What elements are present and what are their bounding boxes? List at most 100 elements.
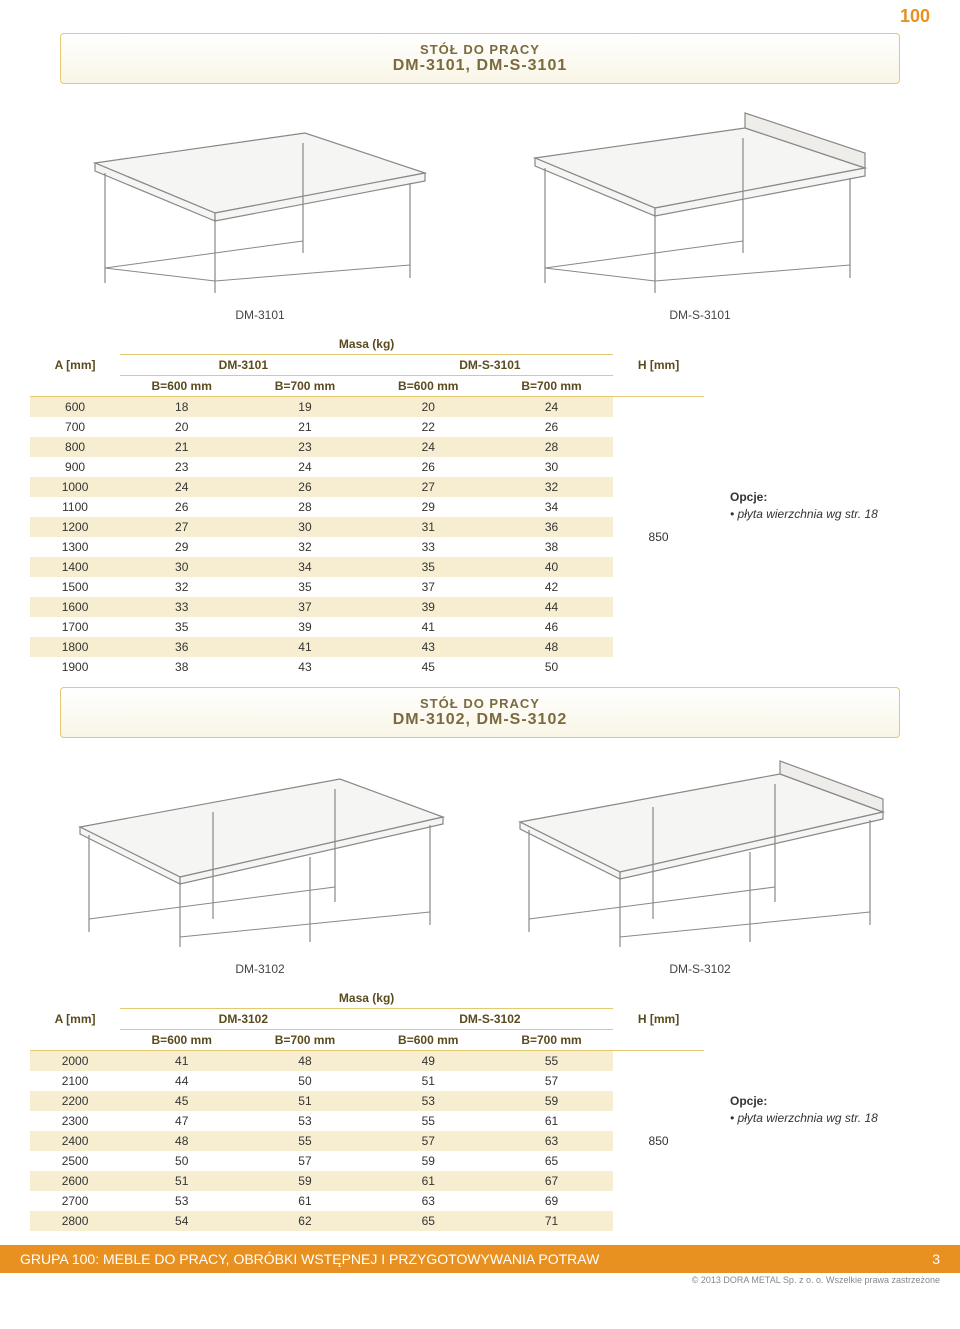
cell-value: 19	[243, 397, 366, 418]
section2-illustrations: DM-3102 DM-S-3102	[0, 742, 960, 982]
cell-value: 55	[367, 1111, 490, 1131]
cell-value: 63	[490, 1131, 613, 1151]
model-left-header: DM-3102	[120, 1009, 367, 1030]
cell-value: 32	[120, 577, 243, 597]
cell-value: 44	[490, 597, 613, 617]
illus1-right-label: DM-S-3101	[505, 308, 895, 322]
cell-a: 1700	[30, 617, 120, 637]
table-illustration-icon	[505, 93, 895, 303]
cell-value: 23	[120, 457, 243, 477]
cell-value: 24	[367, 437, 490, 457]
cell-a: 1600	[30, 597, 120, 617]
cell-value: 39	[243, 617, 366, 637]
section2-title-line1: STÓŁ DO PRACY	[61, 696, 899, 711]
cell-value: 48	[120, 1131, 243, 1151]
cell-value: 22	[367, 417, 490, 437]
cell-value: 21	[243, 417, 366, 437]
cell-value: 36	[120, 637, 243, 657]
cell-value: 57	[490, 1071, 613, 1091]
cell-value: 63	[367, 1191, 490, 1211]
cell-value: 38	[490, 537, 613, 557]
footer-page-num: 3	[932, 1251, 940, 1267]
cell-value: 41	[367, 617, 490, 637]
cell-a: 2600	[30, 1171, 120, 1191]
cell-value: 35	[120, 617, 243, 637]
cell-value: 40	[490, 557, 613, 577]
cell-value: 27	[367, 477, 490, 497]
cell-value: 34	[243, 557, 366, 577]
cell-value: 69	[490, 1191, 613, 1211]
cell-value: 18	[120, 397, 243, 418]
cell-value: 45	[367, 657, 490, 677]
cell-value: 55	[490, 1051, 613, 1072]
table-row: 120027303136	[30, 517, 704, 537]
options-title: Opcje:	[730, 1094, 920, 1108]
cell-value: 61	[367, 1171, 490, 1191]
cell-value: 59	[490, 1091, 613, 1111]
section1-illustrations: DM-3101 DM-S-3101	[0, 88, 960, 328]
table-row: 170035394146	[30, 617, 704, 637]
cell-value: 34	[490, 497, 613, 517]
cell-value: 48	[490, 637, 613, 657]
table-row: 210044505157	[30, 1071, 704, 1091]
cell-value: 47	[120, 1111, 243, 1131]
table-long-illustration-icon	[65, 747, 455, 957]
section2-title: STÓŁ DO PRACY DM-3102, DM-S-3102	[60, 687, 900, 738]
cell-value: 50	[490, 657, 613, 677]
page-number-top: 100	[0, 0, 960, 29]
cell-a: 1500	[30, 577, 120, 597]
illus2-right-wrap: DM-S-3102	[505, 747, 895, 976]
cell-a: 1400	[30, 557, 120, 577]
cell-a: 1900	[30, 657, 120, 677]
cell-a: 600	[30, 397, 120, 418]
section1-title-line2: DM-3101, DM-S-3101	[61, 57, 899, 75]
cell-value: 54	[120, 1211, 243, 1231]
cell-value: 50	[120, 1151, 243, 1171]
cell-value: 20	[120, 417, 243, 437]
cell-value: 32	[243, 537, 366, 557]
footer-copyright: © 2013 DORA METAL Sp. z o. o. Wszelkie p…	[0, 1273, 960, 1287]
cell-value: 30	[243, 517, 366, 537]
table-row: 200041484955850	[30, 1051, 704, 1072]
table-row: 230047535561	[30, 1111, 704, 1131]
cell-value: 57	[243, 1151, 366, 1171]
cell-value: 33	[367, 537, 490, 557]
cell-value: 71	[490, 1211, 613, 1231]
cell-value: 26	[367, 457, 490, 477]
sub-b700-l: B=700 mm	[243, 376, 366, 397]
cell-value: 50	[243, 1071, 366, 1091]
sub-b600-l: B=600 mm	[120, 1030, 243, 1051]
illus2-left-label: DM-3102	[65, 962, 455, 976]
cell-value: 57	[367, 1131, 490, 1151]
cell-value: 32	[490, 477, 613, 497]
model-right-header: DM-S-3101	[367, 355, 614, 376]
cell-value: 44	[120, 1071, 243, 1091]
cell-value: 43	[243, 657, 366, 677]
section1-title: STÓŁ DO PRACY DM-3101, DM-S-3101	[60, 33, 900, 84]
cell-a: 2400	[30, 1131, 120, 1151]
cell-value: 55	[243, 1131, 366, 1151]
illus1-left-label: DM-3101	[65, 308, 455, 322]
cell-value: 30	[120, 557, 243, 577]
cell-value: 59	[243, 1171, 366, 1191]
cell-value: 29	[367, 497, 490, 517]
table-row: 270053616369	[30, 1191, 704, 1211]
cell-a: 2100	[30, 1071, 120, 1091]
cell-value: 65	[490, 1151, 613, 1171]
cell-value: 26	[490, 417, 613, 437]
cell-value: 53	[243, 1111, 366, 1131]
section2-data-table: A [mm] Masa (kg) H [mm] DM-3102 DM-S-310…	[30, 988, 704, 1231]
mass-header: Masa (kg)	[120, 988, 613, 1009]
model-right-header: DM-S-3102	[367, 1009, 614, 1030]
table-row: 90023242630	[30, 457, 704, 477]
sub-b600-r: B=600 mm	[367, 1030, 490, 1051]
cell-value: 24	[120, 477, 243, 497]
footer-group-text: GRUPA 100: MEBLE DO PRACY, OBRÓBKI WSTĘP…	[20, 1251, 599, 1267]
illus2-right-label: DM-S-3102	[505, 962, 895, 976]
cell-value: 35	[367, 557, 490, 577]
cell-a: 2200	[30, 1091, 120, 1111]
cell-a: 700	[30, 417, 120, 437]
illus1-right-wrap: DM-S-3101	[505, 93, 895, 322]
table-row: 220045515359	[30, 1091, 704, 1111]
cell-value: 45	[120, 1091, 243, 1111]
